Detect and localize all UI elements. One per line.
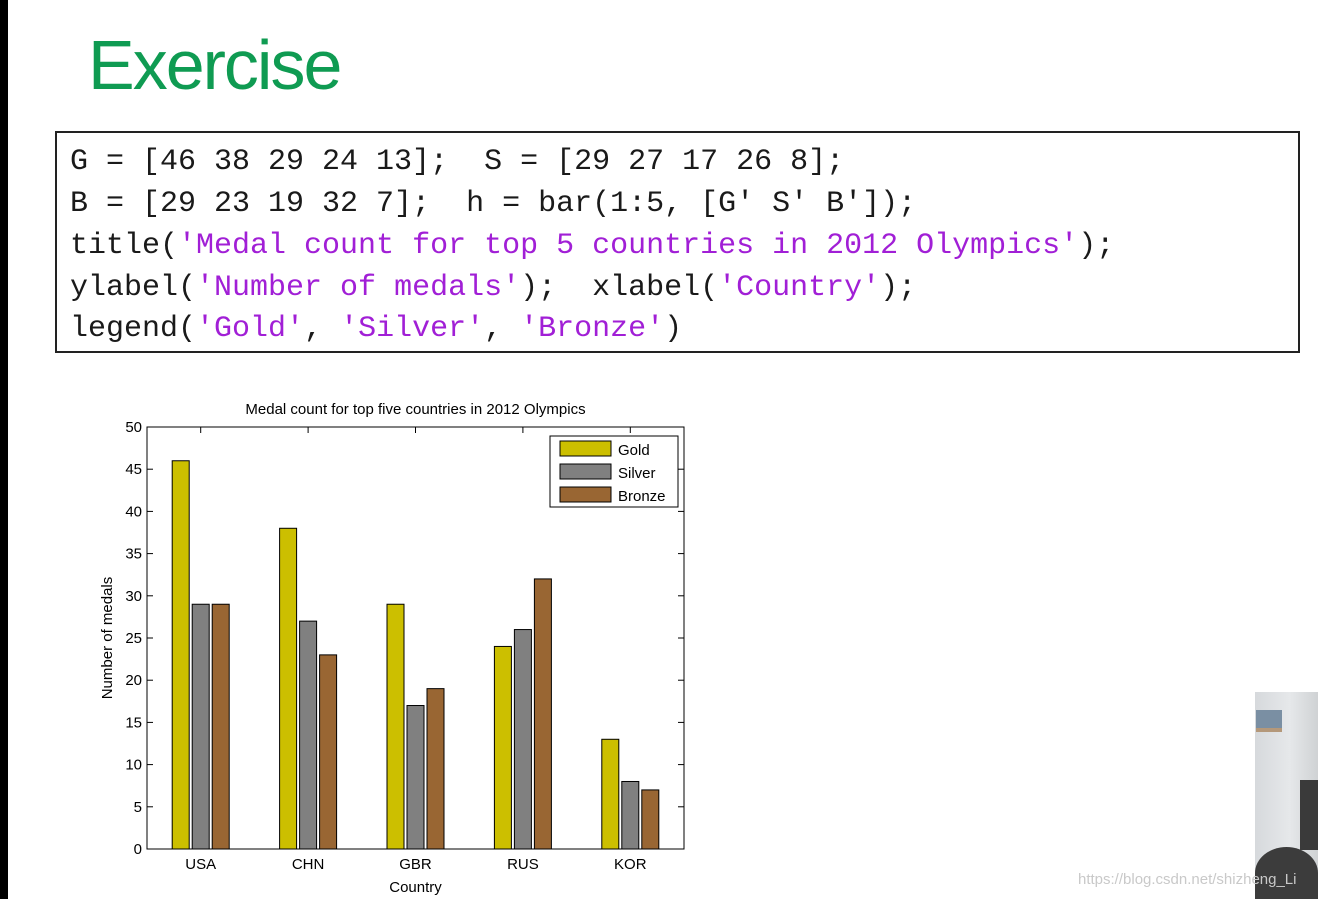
bar-gold-kor bbox=[601, 738, 620, 850]
code-string-literal: 'Country' bbox=[718, 271, 881, 305]
code-block: G = [46 38 29 24 13]; S = [29 27 17 26 8… bbox=[55, 131, 1300, 353]
bar-gold-usa bbox=[171, 460, 190, 850]
code-text: , bbox=[484, 312, 521, 346]
bar-bronze-kor bbox=[641, 789, 660, 850]
code-line-5: legend('Gold', 'Silver', 'Bronze') bbox=[70, 314, 682, 344]
bar-gold-gbr bbox=[386, 603, 405, 850]
bar-silver-kor bbox=[621, 780, 640, 850]
bar-bronze-gbr bbox=[426, 688, 445, 850]
y-tick-label: 25 bbox=[125, 630, 142, 647]
code-text: title( bbox=[70, 229, 179, 263]
bar-silver-rus bbox=[513, 629, 532, 850]
y-tick-label: 20 bbox=[125, 672, 142, 689]
door-frame bbox=[1300, 780, 1318, 850]
x-tick-label: RUS bbox=[507, 856, 539, 873]
code-text: legend( bbox=[70, 312, 197, 346]
code-line-3: title('Medal count for top 5 countries i… bbox=[70, 231, 1114, 261]
bar-silver-gbr bbox=[406, 705, 425, 850]
x-tick-label: GBR bbox=[399, 856, 432, 873]
code-text: B = [29 23 19 32 7]; h = bar(1:5, [G' S'… bbox=[70, 187, 917, 221]
code-text: ) bbox=[664, 312, 683, 346]
presenter-silhouette bbox=[1255, 847, 1318, 899]
y-axis-label: Number of medals bbox=[99, 577, 116, 700]
x-tick-label: CHN bbox=[292, 856, 325, 873]
y-tick-label: 5 bbox=[134, 799, 142, 816]
code-string-literal: 'Silver' bbox=[340, 312, 485, 346]
code-text: ylabel( bbox=[70, 271, 197, 305]
bar-bronze-usa bbox=[211, 603, 230, 850]
bar-gold-chn bbox=[279, 527, 298, 850]
x-tick-label: KOR bbox=[614, 856, 647, 873]
code-text: ); bbox=[880, 271, 917, 305]
code-string-literal: 'Bronze' bbox=[520, 312, 665, 346]
bar-gold-rus bbox=[493, 645, 512, 850]
y-tick-label: 30 bbox=[125, 588, 142, 605]
y-tick-label: 10 bbox=[125, 757, 142, 774]
code-text: , bbox=[304, 312, 341, 346]
code-string-literal: 'Gold' bbox=[196, 312, 305, 346]
y-tick-label: 45 bbox=[125, 461, 142, 478]
legend-swatch-bronze bbox=[559, 486, 612, 503]
legend-swatch-silver bbox=[559, 463, 612, 480]
y-tick-label: 15 bbox=[125, 714, 142, 731]
code-line-4: ylabel('Number of medals'); xlabel('Coun… bbox=[70, 273, 916, 303]
code-line-1: G = [46 38 29 24 13]; S = [29 27 17 26 8… bbox=[70, 147, 844, 177]
y-tick-label: 0 bbox=[134, 841, 142, 858]
legend-label-silver: Silver bbox=[618, 465, 656, 482]
legend-label-bronze: Bronze bbox=[618, 488, 666, 505]
bar-bronze-rus bbox=[533, 578, 552, 850]
code-line-2: B = [29 23 19 32 7]; h = bar(1:5, [G' S'… bbox=[70, 189, 916, 219]
wall-picture bbox=[1256, 710, 1282, 732]
medal-bar-chart: 0 5 10 15 20 25 30 35 40 45 50 USA CHN GBR RUS KOR Medal… bbox=[99, 401, 685, 896]
legend-label-gold: Gold bbox=[618, 442, 650, 459]
code-text: ); xlabel( bbox=[520, 271, 719, 305]
y-tick-label: 50 bbox=[125, 419, 142, 436]
legend-swatch-gold bbox=[559, 440, 612, 457]
x-axis-label: Country bbox=[389, 879, 442, 896]
bar-silver-usa bbox=[191, 603, 210, 850]
slide-title: Exercise bbox=[88, 26, 342, 104]
chart-title: Medal count for top five countries in 20… bbox=[245, 401, 585, 418]
webcam-overlay bbox=[1255, 692, 1318, 899]
code-text: G = [46 38 29 24 13]; S = [29 27 17 26 8… bbox=[70, 145, 845, 179]
y-tick-label: 40 bbox=[125, 503, 142, 520]
x-tick-label: USA bbox=[185, 856, 216, 873]
left-edge-bar bbox=[0, 0, 8, 899]
code-string-literal: 'Medal count for top 5 countries in 2012… bbox=[178, 229, 1079, 263]
y-tick-label: 35 bbox=[125, 546, 142, 563]
watermark-text: https://blog.csdn.net/shizheng_Li bbox=[1078, 871, 1297, 888]
code-text: ); bbox=[1078, 229, 1115, 263]
code-string-literal: 'Number of medals' bbox=[196, 271, 521, 305]
bar-bronze-chn bbox=[319, 654, 338, 850]
bar-silver-chn bbox=[299, 620, 318, 850]
